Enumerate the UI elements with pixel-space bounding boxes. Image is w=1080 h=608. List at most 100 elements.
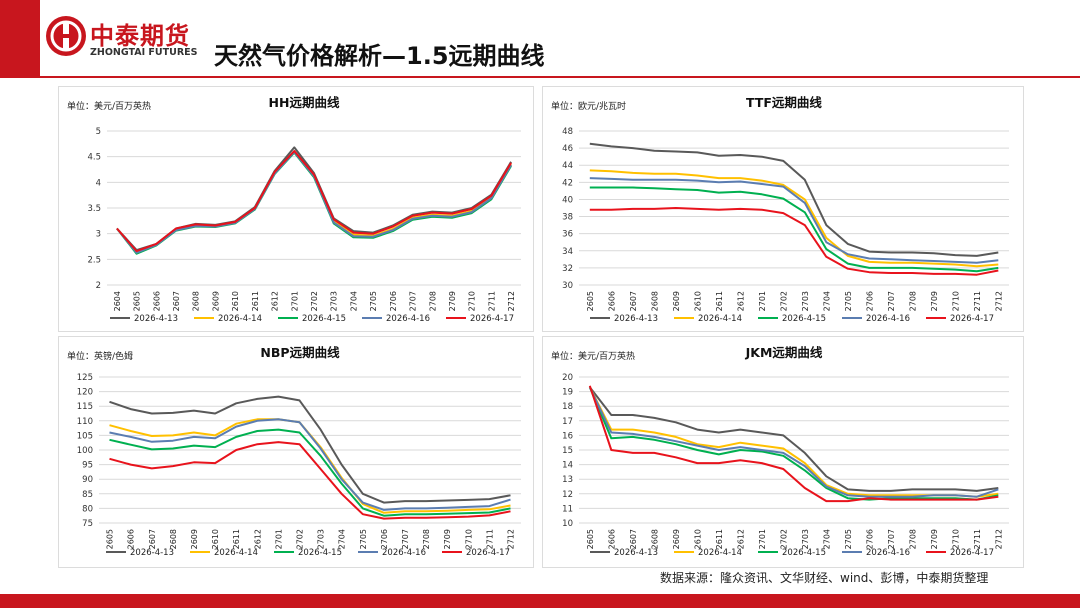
hh-forward-curve-chart: 单位：美元/百万英热 HH远期曲线 2 2.5 3 3.5 4 4.5 5 2604 2605 260… bbox=[67, 95, 521, 324]
y-tick-label: 14 bbox=[562, 461, 573, 471]
x-tick-label: 2707 bbox=[409, 291, 418, 311]
x-tick-label: 2708 bbox=[908, 529, 917, 549]
series-line-2026-4-14 bbox=[116, 150, 512, 254]
x-tick-label: 2605 bbox=[586, 291, 595, 311]
y-tick-label: 42 bbox=[562, 178, 573, 188]
x-tick-label: 2608 bbox=[650, 529, 659, 549]
y-tick-label: 2 bbox=[96, 281, 101, 291]
legend-label: 2026-4-15 bbox=[298, 548, 342, 558]
series-line-2026-4-15 bbox=[116, 151, 512, 255]
chart-title: JKM远期曲线 bbox=[745, 345, 823, 360]
x-tick-label: 2704 bbox=[349, 291, 358, 311]
x-tick-label: 2701 bbox=[290, 291, 299, 311]
x-tick-label: 2609 bbox=[190, 529, 199, 549]
series-line-2026-4-16 bbox=[588, 386, 999, 498]
y-tick-label: 36 bbox=[562, 230, 573, 240]
series-line-2026-4-15 bbox=[589, 186, 999, 273]
legend-label: 2026-4-16 bbox=[866, 314, 910, 324]
x-tick-label: 2706 bbox=[380, 529, 389, 549]
chart-panel-hh: 单位：美元/百万英热 HH远期曲线 2 2.5 3 3.5 4 4.5 5 2604 2605 260… bbox=[58, 86, 534, 332]
y-tick-label: 95 bbox=[82, 461, 93, 471]
y-tick-label: 125 bbox=[77, 373, 93, 383]
logo-text-cn: 中泰期货 bbox=[90, 22, 190, 50]
x-tick-label: 2710 bbox=[951, 291, 960, 311]
x-tick-label: 2709 bbox=[930, 291, 939, 311]
y-tick-label: 115 bbox=[77, 402, 93, 412]
legend-label: 2026-4-15 bbox=[782, 548, 826, 558]
x-tick-label: 2707 bbox=[887, 291, 896, 311]
y-tick-label: 16 bbox=[562, 431, 573, 441]
x-tick-label: 2606 bbox=[607, 529, 616, 549]
legend-label: 2026-4-17 bbox=[950, 314, 994, 324]
chart-title: HH远期曲线 bbox=[269, 95, 340, 110]
legend-label: 2026-4-13 bbox=[134, 314, 178, 324]
x-tick-label: 2610 bbox=[693, 291, 702, 311]
y-tick-label: 85 bbox=[82, 490, 93, 500]
logo-icon bbox=[46, 16, 86, 56]
unit-label: 单位：欧元/兆瓦时 bbox=[551, 100, 626, 112]
y-tick-label: 34 bbox=[562, 247, 573, 257]
header-accent-bar bbox=[0, 0, 40, 78]
company-logo: 中泰期货 ZHONGTAI FUTURES bbox=[46, 16, 197, 68]
x-tick-label: 2704 bbox=[338, 529, 347, 549]
x-tick-label: 2612 bbox=[253, 529, 262, 549]
x-tick-label: 2706 bbox=[865, 529, 874, 549]
jkm-forward-curve-chart: 单位：美元/百万英热 JKM远期曲线10111213141516171819202… bbox=[551, 345, 1009, 558]
y-tick-label: 46 bbox=[562, 144, 573, 154]
series-line-2026-4-13 bbox=[589, 386, 999, 492]
x-tick-label: 2709 bbox=[930, 529, 939, 549]
x-tick-label: 2707 bbox=[401, 529, 410, 549]
x-tick-label: 2710 bbox=[951, 529, 960, 549]
y-tick-label: 12 bbox=[562, 490, 573, 500]
legend-label: 2026-4-15 bbox=[302, 314, 346, 324]
x-tick-label: 2609 bbox=[672, 291, 681, 311]
x-tick-label: 2703 bbox=[801, 291, 810, 311]
x-tick-label: 2703 bbox=[317, 529, 326, 549]
x-tick-label: 2604 bbox=[113, 291, 122, 311]
page-title: 天然气价格解析—1.5远期曲线 bbox=[214, 42, 545, 70]
x-tick-label: 2705 bbox=[844, 291, 853, 311]
series-line-2026-4-13 bbox=[589, 142, 999, 257]
y-tick-label: 100 bbox=[77, 446, 93, 456]
unit-label: 单位：美元/百万英热 bbox=[67, 100, 151, 112]
nbp-forward-curve-chart: 单位：英镑/色姆 NBP远期曲线 75 80 85 90 95 100 105 110 115 120… bbox=[67, 345, 521, 558]
x-tick-label: 2712 bbox=[994, 291, 1003, 311]
y-tick-label: 80 bbox=[82, 504, 93, 514]
y-tick-label: 110 bbox=[77, 417, 93, 427]
x-tick-label: 2611 bbox=[715, 529, 724, 549]
chart-title: TTF远期曲线 bbox=[746, 95, 822, 110]
x-tick-label: 2606 bbox=[127, 529, 136, 549]
x-tick-label: 2701 bbox=[758, 291, 767, 311]
series-line-2026-4-16 bbox=[589, 177, 999, 264]
y-tick-label: 90 bbox=[82, 475, 93, 485]
y-tick-label: 17 bbox=[562, 417, 573, 427]
legend-label: 2026-4-14 bbox=[698, 314, 742, 324]
x-tick-label: 2611 bbox=[232, 529, 241, 549]
series-line-2026-4-17 bbox=[109, 441, 511, 520]
x-tick-label: 2705 bbox=[844, 529, 853, 549]
x-tick-label: 2705 bbox=[359, 529, 368, 549]
x-tick-label: 2608 bbox=[192, 291, 201, 311]
x-tick-label: 2703 bbox=[330, 291, 339, 311]
x-tick-label: 2708 bbox=[908, 291, 917, 311]
x-tick-label: 2610 bbox=[211, 529, 220, 549]
x-tick-label: 2606 bbox=[607, 291, 616, 311]
x-tick-label: 2611 bbox=[715, 291, 724, 311]
x-tick-label: 2705 bbox=[369, 291, 378, 311]
x-tick-label: 2607 bbox=[629, 529, 638, 549]
x-tick-label: 2702 bbox=[310, 291, 319, 311]
legend-label: 2026-4-14 bbox=[218, 314, 262, 324]
chart-panel-jkm: 单位：美元/百万英热 JKM远期曲线 10 11 12 13 14 15 16 17 18 19 20 2… bbox=[542, 336, 1024, 568]
legend-label: 2026-4-16 bbox=[386, 314, 430, 324]
series-line-2026-4-16 bbox=[116, 151, 512, 254]
x-tick-label: 2703 bbox=[801, 529, 810, 549]
x-tick-label: 2712 bbox=[507, 291, 516, 311]
unit-label: 单位：英镑/色姆 bbox=[67, 350, 133, 362]
y-tick-label: 120 bbox=[77, 388, 93, 398]
y-tick-label: 19 bbox=[562, 388, 573, 398]
series-line-2026-4-13 bbox=[116, 146, 512, 252]
x-tick-label: 2610 bbox=[693, 529, 702, 549]
x-tick-label: 2711 bbox=[973, 529, 982, 549]
y-tick-label: 4.5 bbox=[87, 153, 101, 163]
x-tick-label: 2704 bbox=[822, 291, 831, 311]
